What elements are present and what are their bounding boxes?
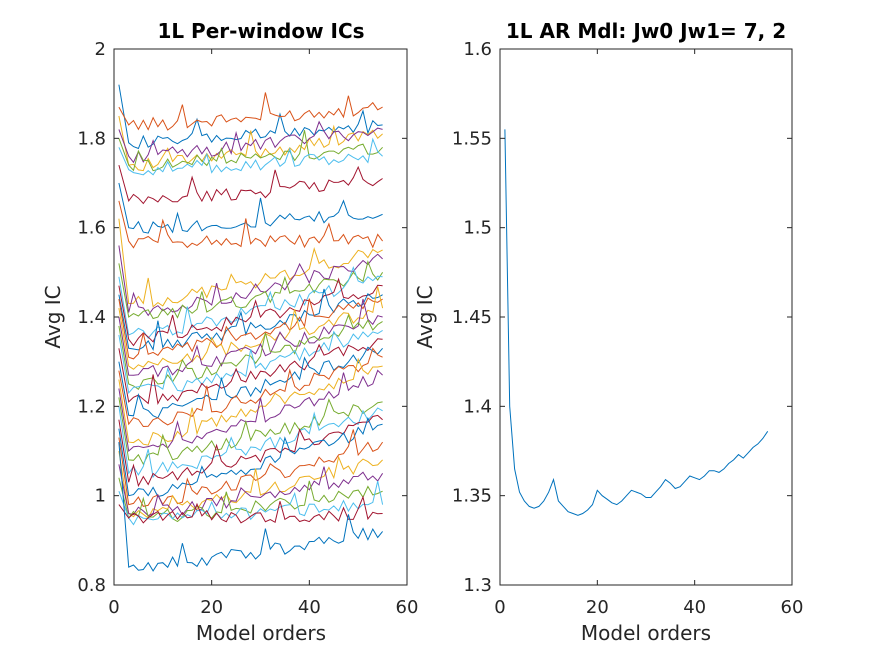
series-line [118,357,383,446]
x-tick-label: 60 [396,597,419,618]
right-chart-ticks: 0 20 40 60 1.3 1.35 1.4 1.45 1.5 1.55 1.6 [452,39,804,618]
y-tick-label: 1.55 [452,128,492,149]
series-line [118,329,383,395]
series-line [118,480,384,526]
series-line [118,137,383,176]
series-line [118,416,383,498]
y-tick-label: 1.8 [77,128,106,149]
series-line [118,115,383,172]
series-line [118,92,383,131]
y-tick-label: 1 [95,486,106,507]
series-line [118,266,383,340]
series-line [118,406,383,479]
left-chart-ticks: 0 20 40 60 0.8 1 1.2 1.4 1.6 1.8 2 [77,39,418,618]
series-line [118,338,383,406]
series-line [118,297,383,360]
left-chart-series-group [118,84,384,572]
series-line [118,120,383,164]
x-tick-label: 60 [781,597,804,618]
y-tick-label: 1.6 [77,218,106,239]
series-line [118,245,383,317]
y-tick-label: 1.4 [463,396,492,417]
x-tick-label: 20 [586,597,609,618]
series-line [118,477,383,523]
y-tick-label: 1.6 [463,39,492,60]
series-line [118,200,384,249]
series-line [118,313,383,391]
x-tick-label: 20 [200,597,223,618]
y-tick-label: 2 [95,39,106,60]
series-line [118,397,383,466]
right-chart-series-group [504,129,769,516]
left-chart-panel: 1L Per-window ICs 0 20 40 60 0.8 1 1.2 1.4 1.6 1.… [41,19,418,645]
left-chart-ylabel: Avg IC [41,285,65,348]
x-tick-label: 40 [683,597,706,618]
series-line [118,495,383,524]
y-tick-label: 1.45 [452,307,492,328]
x-tick-label: 0 [108,597,119,618]
series-line [118,130,383,172]
series-line [118,346,383,419]
y-tick-label: 1.3 [463,575,492,596]
series-line [504,129,769,516]
left-chart-title: 1L Per-window ICs [157,19,364,43]
series-line [118,450,383,519]
y-tick-label: 1.2 [77,396,106,417]
series-line [118,182,383,234]
left-chart-xlabel: Model orders [196,621,326,645]
right-chart-xlabel: Model orders [581,621,711,645]
right-chart-panel: 1L AR Mdl: Jw0 Jw1= 7, 2 0 20 40 60 1.3 1.35 1… [413,19,803,645]
y-tick-label: 1.35 [452,486,492,507]
series-line [118,260,384,320]
series-line [118,347,383,428]
series-line [118,288,383,351]
series-line [118,464,384,517]
series-line [118,84,383,150]
series-line [118,164,383,205]
series-line [118,286,384,370]
x-tick-label: 40 [298,597,321,618]
series-line [118,442,383,572]
right-chart-ylabel: Avg IC [413,285,437,348]
series-line [118,369,383,452]
series-line [118,277,383,347]
right-chart-title: 1L AR Mdl: Jw0 Jw1= 7, 2 [506,19,786,43]
y-tick-label: 1.5 [463,218,492,239]
y-tick-label: 1.4 [77,307,106,328]
y-tick-label: 0.8 [77,575,106,596]
series-line [118,414,383,488]
x-tick-label: 0 [494,597,505,618]
series-line [118,218,383,308]
